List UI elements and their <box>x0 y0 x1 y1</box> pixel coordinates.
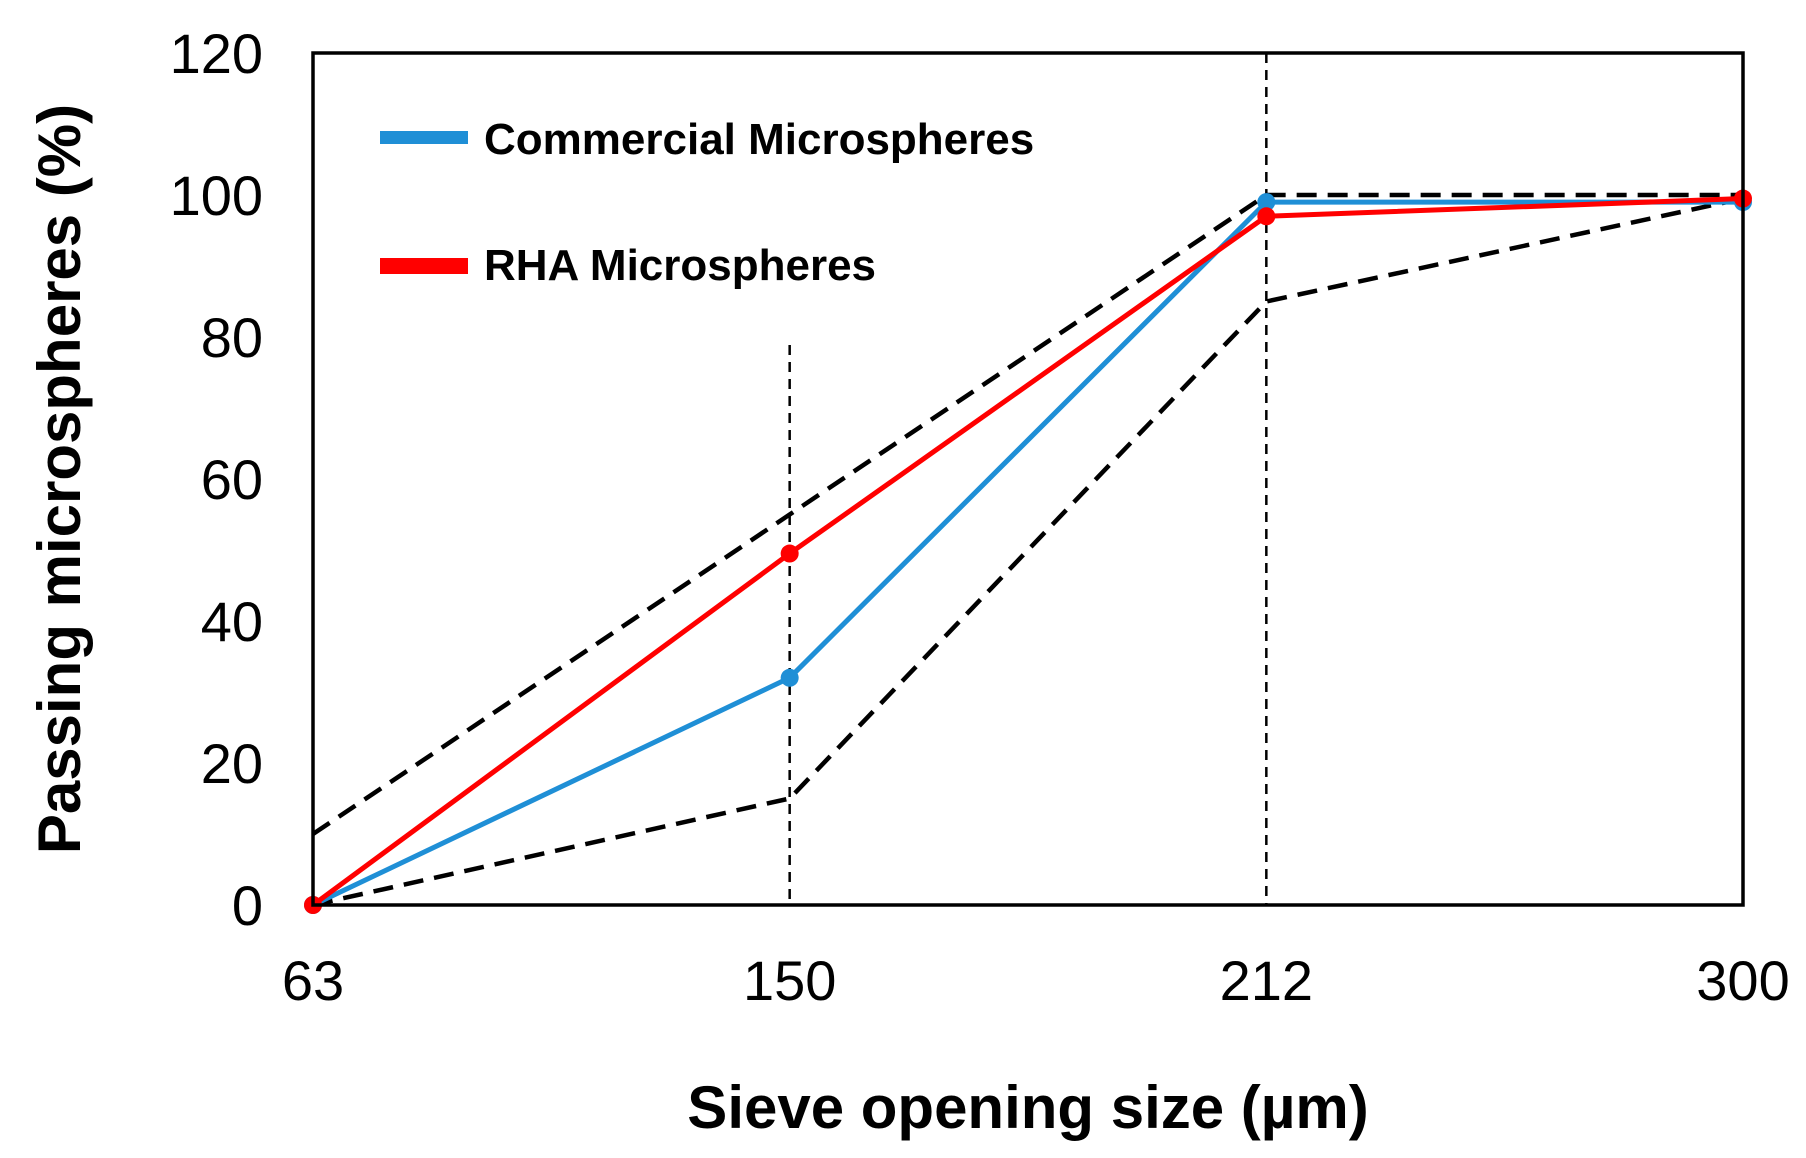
y-tick-label: 100 <box>170 164 263 227</box>
envelope-upper-limit <box>311 192 1743 836</box>
plot-frame <box>311 51 1745 907</box>
y-tick-label: 60 <box>201 448 263 511</box>
gradation-envelope <box>311 192 1744 908</box>
y-tick-label: 40 <box>201 590 263 653</box>
series-line-0 <box>311 199 1743 908</box>
series-1-point <box>1257 207 1276 226</box>
x-tick-label: 300 <box>1696 949 1789 1012</box>
y-tick-label: 0 <box>232 874 263 937</box>
y-tick-label: 20 <box>201 732 263 795</box>
series-line-1 <box>311 196 1744 908</box>
y-tick-label: 80 <box>201 306 263 369</box>
legend-label-commercial: Commercial Microspheres <box>484 115 1034 164</box>
envelope-lower-limit <box>312 196 1744 908</box>
series-0-point <box>1257 193 1276 212</box>
legend: Commercial Microspheres RHA Microspheres <box>380 115 1034 290</box>
legend-swatch-rha <box>380 258 468 274</box>
x-tick-label: 150 <box>743 949 836 1012</box>
reference-lines <box>788 53 1268 905</box>
legend-swatch-commercial <box>380 131 468 144</box>
legend-label-rha: RHA Microspheres <box>484 241 876 290</box>
series-0-point <box>780 668 799 687</box>
x-tick-label: 63 <box>282 949 344 1012</box>
data-series <box>304 189 1752 914</box>
x-axis-title: Sieve opening size (µm) <box>687 1074 1368 1141</box>
x-axis-ticks: 63 150 212 300 <box>282 949 1790 1012</box>
series-1-point <box>780 544 799 563</box>
y-axis-ticks: 0 20 40 60 80 100 120 <box>170 22 263 937</box>
x-tick-label: 212 <box>1220 949 1313 1012</box>
y-axis-title: Passing microspheres (%) <box>26 104 93 854</box>
y-tick-label: 120 <box>170 22 263 85</box>
